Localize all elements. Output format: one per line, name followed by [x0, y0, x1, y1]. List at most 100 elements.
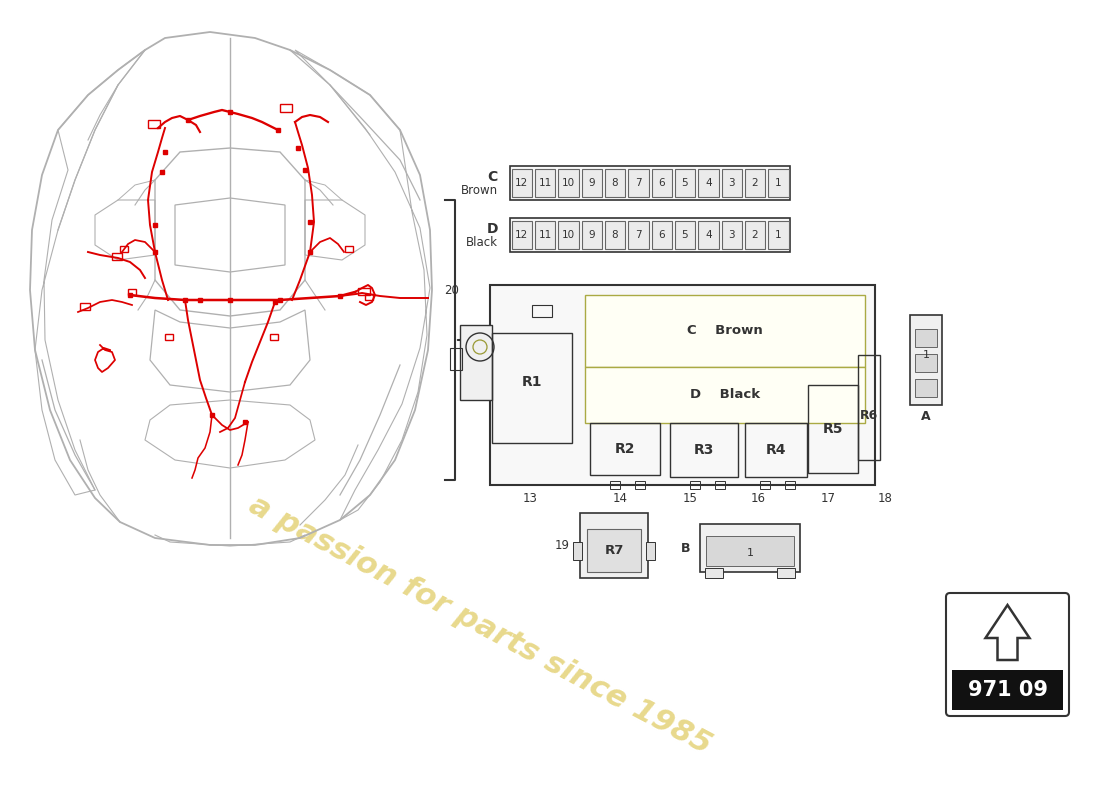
Bar — [915, 379, 937, 397]
Bar — [651, 169, 672, 197]
Bar — [722, 169, 741, 197]
Text: 1: 1 — [747, 548, 754, 558]
Text: 13: 13 — [522, 493, 538, 506]
Bar — [365, 294, 373, 300]
Bar — [760, 481, 770, 489]
Text: 10: 10 — [562, 178, 575, 188]
Text: 2: 2 — [751, 178, 758, 188]
Text: 9: 9 — [588, 178, 595, 188]
Text: D: D — [486, 222, 498, 236]
Bar — [510, 166, 790, 200]
Bar — [558, 221, 579, 249]
Bar — [580, 513, 648, 578]
Bar — [674, 221, 695, 249]
Bar — [587, 529, 641, 572]
Bar — [670, 423, 738, 477]
Text: R2: R2 — [615, 442, 636, 456]
Bar — [698, 169, 718, 197]
Bar — [510, 218, 790, 252]
Text: 3: 3 — [728, 230, 735, 240]
Text: 7: 7 — [635, 178, 641, 188]
Text: 9: 9 — [588, 230, 595, 240]
Bar — [358, 288, 370, 295]
Bar — [450, 348, 462, 370]
Text: 20: 20 — [444, 283, 460, 297]
Bar — [512, 221, 531, 249]
Text: 4: 4 — [705, 178, 712, 188]
Text: 12: 12 — [515, 178, 528, 188]
Bar — [910, 315, 942, 405]
Bar — [573, 542, 582, 560]
Text: 3: 3 — [728, 178, 735, 188]
Text: 15: 15 — [683, 493, 697, 506]
Text: 10: 10 — [562, 230, 575, 240]
Text: 8: 8 — [612, 230, 618, 240]
Bar — [558, 169, 579, 197]
Bar — [148, 120, 159, 128]
Text: C: C — [487, 170, 498, 184]
Bar — [590, 423, 660, 475]
Text: 8: 8 — [612, 178, 618, 188]
Text: 16: 16 — [750, 493, 766, 506]
Text: R7: R7 — [604, 544, 624, 557]
Text: 2: 2 — [751, 230, 758, 240]
Bar — [768, 221, 789, 249]
Bar — [610, 481, 620, 489]
Bar — [585, 367, 865, 423]
FancyBboxPatch shape — [946, 593, 1069, 716]
Bar — [532, 305, 552, 317]
Text: C    Brown: C Brown — [688, 325, 763, 338]
Bar — [165, 334, 173, 340]
Bar — [706, 536, 794, 566]
Bar — [490, 285, 874, 485]
Text: 1: 1 — [776, 178, 782, 188]
Text: 6: 6 — [659, 230, 666, 240]
Text: 19: 19 — [554, 539, 570, 552]
Bar — [777, 568, 795, 578]
Bar — [280, 104, 292, 112]
Bar — [745, 221, 766, 249]
Bar — [745, 169, 766, 197]
Text: 12: 12 — [515, 230, 528, 240]
Bar — [582, 221, 602, 249]
Bar — [700, 524, 800, 572]
Text: 971 09: 971 09 — [968, 680, 1047, 700]
Text: D    Black: D Black — [690, 389, 760, 402]
Text: R3: R3 — [694, 443, 714, 457]
Text: 5: 5 — [682, 230, 689, 240]
Bar — [785, 481, 795, 489]
Bar — [628, 221, 649, 249]
Bar — [768, 169, 789, 197]
Text: 14: 14 — [613, 493, 627, 506]
Text: 1: 1 — [923, 350, 930, 361]
Bar — [628, 169, 649, 197]
Bar — [582, 169, 602, 197]
Bar — [585, 295, 865, 367]
Bar — [646, 542, 654, 560]
Bar — [952, 670, 1063, 710]
Bar — [512, 169, 531, 197]
Bar — [745, 423, 807, 477]
Text: 4: 4 — [705, 230, 712, 240]
Bar — [651, 221, 672, 249]
Text: R1: R1 — [521, 375, 542, 390]
Bar — [915, 354, 937, 372]
Text: 11: 11 — [538, 230, 551, 240]
Text: Black: Black — [466, 237, 498, 250]
Bar — [915, 329, 937, 347]
Text: 11: 11 — [538, 178, 551, 188]
Bar — [635, 481, 645, 489]
Bar — [605, 221, 625, 249]
Bar — [715, 481, 725, 489]
Bar — [492, 333, 572, 443]
Bar — [808, 385, 858, 473]
Text: 7: 7 — [635, 230, 641, 240]
Text: 6: 6 — [659, 178, 666, 188]
Text: R5: R5 — [823, 422, 844, 436]
Bar — [605, 169, 625, 197]
Text: Brown: Brown — [461, 185, 498, 198]
Text: A: A — [921, 410, 931, 423]
Bar — [698, 221, 718, 249]
Text: R4: R4 — [766, 443, 786, 457]
Bar — [460, 325, 492, 400]
